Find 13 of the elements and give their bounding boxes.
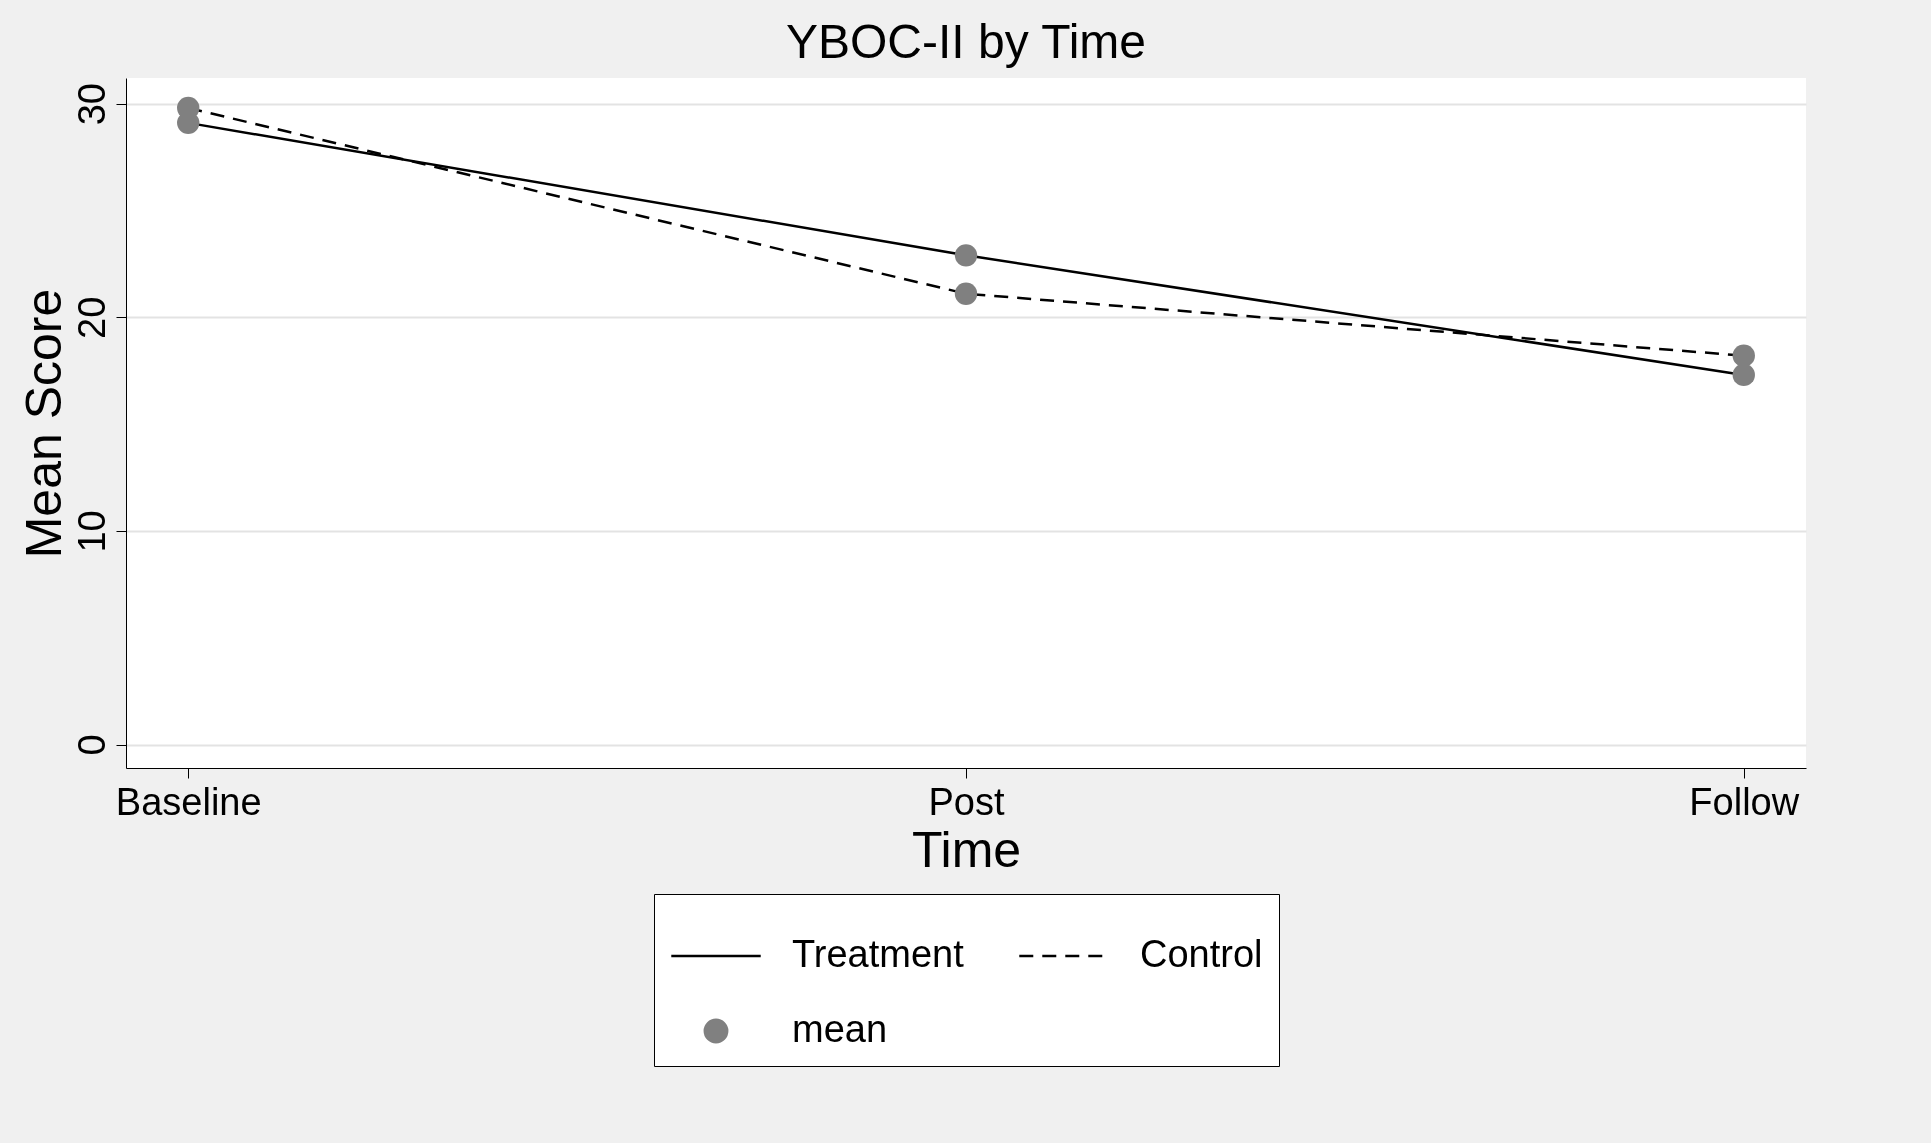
y-tick-label: 10 [70,510,113,553]
legend-label: mean [792,1008,888,1050]
y-tick-label: 20 [70,296,113,339]
legend-label: Treatment [792,933,965,975]
x-tick-label: Follow [1689,780,1800,823]
y-tick-label: 30 [70,82,113,126]
y-tick-label: 0 [70,734,113,756]
y-axis-title: Mean Score [15,288,72,559]
x-tick-label: Post [928,780,1005,823]
legend-label: Control [1140,933,1263,975]
x-axis-title: Time [911,821,1022,878]
x-tick-label: Baseline [115,780,262,823]
chart-title: YBOC-II by Time [785,15,1147,68]
